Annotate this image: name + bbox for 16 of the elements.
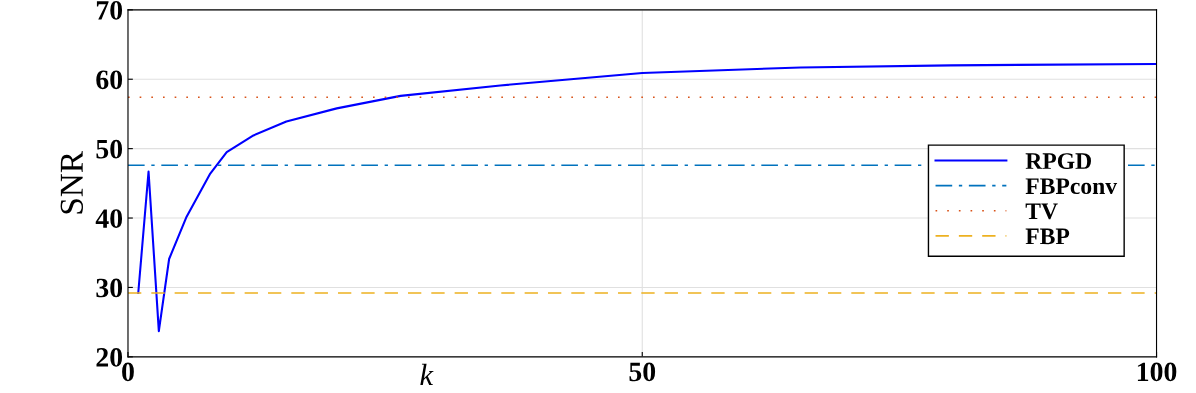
x-axis-title: k <box>420 363 434 385</box>
legend-label: TV <box>1025 203 1058 220</box>
y-tick-label: 30 <box>96 278 123 298</box>
x-tick-label: 0 <box>122 362 134 382</box>
y-tick-label: 20 <box>96 348 123 367</box>
line-series <box>137 62 1157 333</box>
y-tick-label: 60 <box>96 70 123 90</box>
x-tick-label: 50 <box>629 362 656 382</box>
legend-label: RPGD <box>1025 153 1091 170</box>
legend-label: FBP <box>1025 228 1070 245</box>
y-tick-label: 50 <box>96 139 123 159</box>
y-axis-title: SNR <box>60 150 84 214</box>
x-tick-label: 100 <box>1137 362 1177 382</box>
y-tick-label: 40 <box>95 209 123 228</box>
y-tick-label: 70 <box>96 0 123 20</box>
legend-label: FBPconv <box>1025 178 1118 195</box>
